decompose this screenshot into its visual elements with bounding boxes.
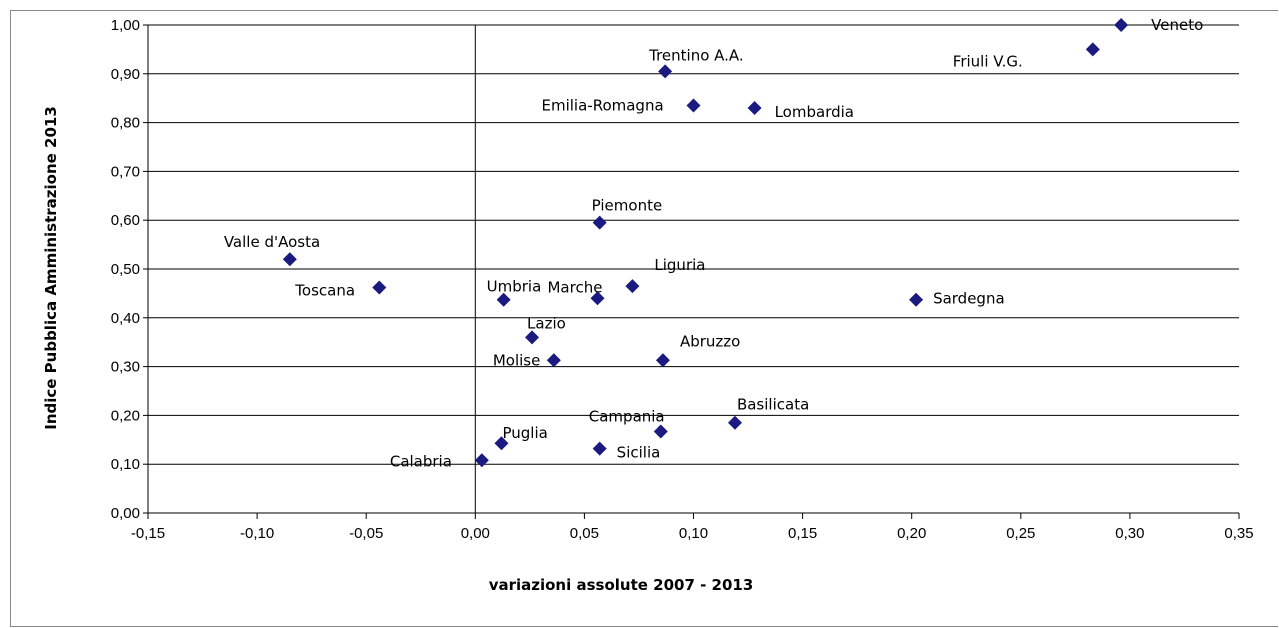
x-tick-label: 0,20 — [897, 525, 926, 542]
grid-layer — [148, 24, 1239, 514]
x-tick-label: -0,05 — [349, 525, 383, 542]
data-label: Abruzzo — [680, 332, 740, 350]
data-label: Lombardia — [775, 103, 854, 121]
y-tick-label: 0,30 — [111, 359, 140, 376]
point-labels: Veneto Friuli V.G. Trentino A.A. Emilia-Rom… — [224, 16, 1203, 470]
data-label: Piemonte — [592, 197, 663, 215]
data-label: Basilicata — [737, 396, 809, 414]
y-tick-label: 0,60 — [111, 212, 140, 229]
y-tick-label: 0,40 — [111, 310, 140, 327]
y-tick-label: 0,20 — [111, 407, 140, 424]
y-tick-label: 1,00 — [111, 17, 140, 34]
data-label: Liguria — [654, 256, 705, 274]
data-label: Umbria — [487, 278, 542, 296]
data-point — [474, 453, 489, 468]
data-point — [747, 100, 762, 115]
data-point — [525, 330, 540, 345]
data-label: Sicilia — [617, 444, 661, 462]
chart-frame — [10, 10, 1278, 627]
data-label: Lazio — [527, 314, 566, 332]
x-tick-label: 0,05 — [570, 525, 599, 542]
data-point — [546, 353, 561, 368]
axes-layer — [143, 24, 1240, 519]
data-point — [1085, 42, 1100, 57]
y-tick-label: 0,90 — [111, 66, 140, 83]
data-point — [592, 441, 607, 456]
data-label: Toscana — [294, 282, 355, 300]
data-point — [1114, 18, 1129, 32]
y-tick-label: 0,50 — [111, 261, 140, 278]
data-point — [496, 292, 511, 307]
data-points — [282, 18, 1129, 468]
data-label: Marche — [547, 278, 602, 296]
x-axis-title: variazioni assolute 2007 - 2013 — [489, 576, 754, 594]
data-label: Calabria — [390, 452, 452, 470]
x-tick-label: 0,30 — [1115, 525, 1144, 542]
data-point — [658, 64, 673, 79]
data-point — [494, 436, 509, 451]
data-label: Valle d'Aosta — [224, 233, 320, 251]
y-axis-title: Indice Pubblica Amministrazione 2013 — [42, 106, 60, 430]
data-label: Campania — [589, 408, 665, 426]
data-point — [282, 252, 297, 267]
x-tick-label: 0,15 — [788, 525, 817, 542]
data-label: Veneto — [1151, 16, 1203, 34]
y-tick-label: 0,00 — [111, 505, 140, 522]
x-tick-label: -0,15 — [131, 525, 165, 542]
data-label: Friuli V.G. — [953, 52, 1023, 70]
x-tick-label: 0,35 — [1224, 525, 1253, 542]
data-point — [590, 291, 605, 306]
data-point — [372, 280, 387, 295]
data-label: Molise — [493, 351, 541, 369]
tick-labels: 0,00 0,10 0,20 0,30 0,40 0,50 0,60 0,70 0,80 0,90… — [111, 17, 1254, 542]
data-label: Emilia-Romagna — [542, 97, 664, 115]
x-tick-label: 0,00 — [461, 525, 490, 542]
data-point — [909, 292, 924, 307]
y-tick-label: 0,70 — [111, 163, 140, 180]
data-point — [653, 424, 668, 439]
y-tick-label: 0,80 — [111, 115, 140, 132]
data-point — [727, 415, 742, 430]
x-tick-label: 0,10 — [679, 525, 708, 542]
data-label: Puglia — [502, 424, 547, 442]
data-point — [655, 353, 670, 368]
data-label: Trentino A.A. — [648, 46, 744, 64]
data-point — [592, 215, 607, 230]
data-point — [686, 98, 701, 113]
data-point — [625, 279, 640, 294]
x-tick-label: 0,25 — [1006, 525, 1035, 542]
data-label: Sardegna — [933, 290, 1005, 308]
x-tick-label: -0,10 — [240, 525, 274, 542]
y-tick-label: 0,10 — [111, 456, 140, 473]
